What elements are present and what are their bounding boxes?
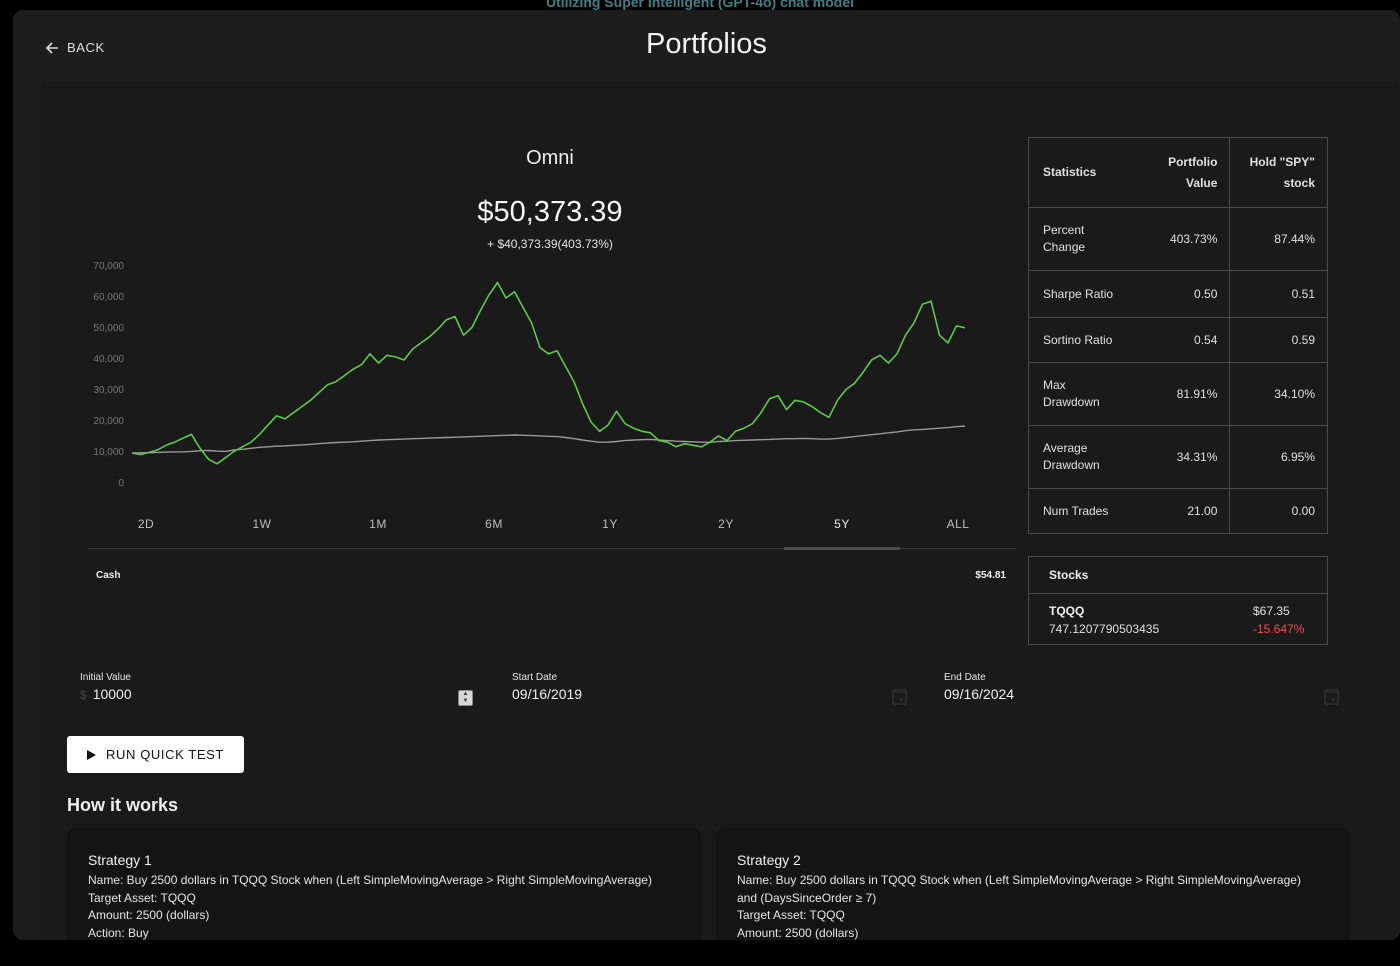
y-tick-label: 10,000 xyxy=(93,447,124,458)
stocks-box: Stocks TQQQ 747.1207790503435 $67.35 -15… xyxy=(1028,556,1328,645)
portfolio-stat-value: 0.50 xyxy=(1130,270,1230,318)
number-stepper-icon[interactable]: ▲ ▼ xyxy=(458,690,473,706)
stocks-header: Stocks xyxy=(1029,557,1327,594)
portfolio-stat-value: 403.73% xyxy=(1130,207,1230,271)
cash-value: $54.81 xyxy=(975,570,1006,581)
end-date-label: End Date xyxy=(944,672,986,683)
statistic-label: Sharpe Ratio xyxy=(1028,270,1131,318)
currency-symbol: $ xyxy=(80,688,87,702)
spy-stat-value: 0.51 xyxy=(1229,270,1328,318)
range-tabs: 2D 1W 1M 6M 1Y 2Y 5Y ALL xyxy=(88,507,1016,550)
spy-stat-value: 34.10% xyxy=(1229,362,1328,426)
strategy-line: Target Asset: TQQQ xyxy=(88,890,196,905)
initial-value-text: 10000 xyxy=(92,686,132,702)
spy-benchmark-line xyxy=(131,425,966,454)
strategy-line: Amount: 2500 (dollars) xyxy=(737,925,859,940)
spy-stat-value: 0.00 xyxy=(1229,488,1328,534)
spy-stat-value: 0.59 xyxy=(1229,317,1328,363)
start-date-input[interactable]: 09/16/2019 xyxy=(512,686,583,702)
y-tick-label: 70,000 xyxy=(93,261,124,272)
stock-change: -15.647% xyxy=(1253,622,1305,636)
range-tab-2y[interactable]: 2Y xyxy=(718,517,734,531)
how-it-works-title: How it works xyxy=(67,795,179,815)
statistics-row: Percent Change 403.73% 87.44% xyxy=(1028,207,1328,271)
range-tab-all[interactable]: ALL xyxy=(946,517,970,531)
portfolio-name: Omni xyxy=(526,147,574,169)
strategy-line: Name: Buy 2500 dollars in TQQQ Stock whe… xyxy=(88,873,652,887)
run-button-label: RUN QUICK TEST xyxy=(106,747,224,762)
y-tick-label: 20,000 xyxy=(93,416,124,427)
strategy-line: Action: Buy xyxy=(88,925,149,940)
portfolio-panel: Omni $50,373.39 + $40,373.39(403.73%) 0 1… xyxy=(40,82,1400,940)
y-tick-label: 0 xyxy=(118,478,124,489)
portfolio-value-line xyxy=(131,281,966,465)
spy-stat-value: 87.44% xyxy=(1229,207,1328,271)
portfolio-stat-value: 0.54 xyxy=(1130,317,1230,363)
end-date-field: End Date 09/16/2024 xyxy=(944,672,1339,705)
portfolio-change: + $40,373.39(403.73%) xyxy=(487,237,613,251)
calendar-icon[interactable] xyxy=(892,689,907,705)
statistics-row: Sortino Ratio 0.54 0.59 xyxy=(1028,317,1328,363)
statistic-label: Percent Change xyxy=(1028,207,1131,271)
statistics-row: Sharpe Ratio 0.50 0.51 xyxy=(1028,270,1328,318)
run-quick-test-button[interactable]: RUN QUICK TEST xyxy=(67,736,244,773)
statistic-label: Average Drawdown xyxy=(1028,425,1131,489)
y-tick-label: 50,000 xyxy=(93,323,124,334)
range-tab-1y[interactable]: 1Y xyxy=(602,517,618,531)
initial-value-field: Initial Value $10000 ▲ ▼ xyxy=(80,672,473,706)
statistic-label: Num Trades xyxy=(1028,488,1131,534)
strategy-line: Name: Buy 2500 dollars in TQQQ Stock whe… xyxy=(737,873,1301,887)
statistics-row: Num Trades 21.00 0.00 xyxy=(1028,488,1328,534)
spy-stat-value: 6.95% xyxy=(1229,425,1328,489)
back-button[interactable]: BACK xyxy=(45,40,105,55)
start-date-label: Start Date xyxy=(512,672,558,683)
portfolio-value: $50,373.39 xyxy=(477,196,623,228)
statistics-table: Statistics Portfolio Value Hold "SPY" st… xyxy=(1028,137,1328,534)
cash-label: Cash xyxy=(96,570,121,581)
strategy-line: Amount: 2500 (dollars) xyxy=(88,908,210,922)
start-date-field: Start Date 09/16/2019 xyxy=(512,672,907,705)
stock-shares: 747.1207790503435 xyxy=(1049,622,1160,636)
range-tab-1w[interactable]: 1W xyxy=(252,517,272,531)
statistics-row: Average Drawdown 34.31% 6.95% xyxy=(1028,425,1328,489)
stock-price: $67.35 xyxy=(1253,604,1290,618)
statistics-header: Statistics xyxy=(1028,137,1131,208)
portfolio-stat-value: 81.91% xyxy=(1130,362,1230,426)
portfolio-chart xyxy=(131,281,966,465)
stock-row: TQQQ 747.1207790503435 $67.35 -15.647% xyxy=(1029,594,1327,644)
portfolio-stat-value: 34.31% xyxy=(1130,425,1230,489)
hold-spy-header: Hold "SPY" stock xyxy=(1229,137,1328,208)
y-tick-label: 40,000 xyxy=(93,354,124,365)
strategy-line: Target Asset: TQQQ xyxy=(737,908,845,922)
initial-value-label: Initial Value xyxy=(80,672,131,683)
page-title: Portfolios xyxy=(646,28,767,60)
play-icon xyxy=(87,749,97,760)
statistics-row: Max Drawdown 81.91% 34.10% xyxy=(1028,362,1328,426)
range-tab-6m[interactable]: 6M xyxy=(485,517,503,531)
strategy-title: Strategy 2 xyxy=(737,852,801,868)
back-label: BACK xyxy=(67,40,105,55)
arrow-left-icon xyxy=(45,41,58,54)
stock-symbol: TQQQ xyxy=(1049,604,1085,618)
top-banner: Utilizing Super Intelligent (GPT-4o) cha… xyxy=(545,0,854,10)
statistics-header-row: Statistics Portfolio Value Hold "SPY" st… xyxy=(1028,137,1328,208)
y-tick-label: 60,000 xyxy=(93,292,124,303)
calendar-icon[interactable] xyxy=(1324,689,1339,705)
initial-value-input[interactable]: $10000 xyxy=(80,686,132,702)
range-tab-1m[interactable]: 1M xyxy=(369,517,387,531)
portfolio-value-header: Portfolio Value xyxy=(1130,137,1230,208)
range-tab-2d[interactable]: 2D xyxy=(137,517,155,531)
statistic-label: Sortino Ratio xyxy=(1028,317,1131,363)
strategy-card: Strategy 2 Name: Buy 2500 dollars in TQQ… xyxy=(716,828,1350,940)
end-date-input[interactable]: 09/16/2024 xyxy=(944,686,1015,702)
y-tick-label: 30,000 xyxy=(93,385,124,396)
strategy-card: Strategy 1 Name: Buy 2500 dollars in TQQ… xyxy=(67,828,701,940)
portfolio-stat-value: 21.00 xyxy=(1130,488,1230,534)
range-tab-5y[interactable]: 5Y xyxy=(784,507,900,550)
statistic-label: Max Drawdown xyxy=(1028,362,1131,426)
strategy-title: Strategy 1 xyxy=(88,852,152,868)
app-window: BACK Portfolios Omni $50,373.39 + $40,37… xyxy=(13,10,1400,940)
strategy-line: and (DaysSinceOrder ≥ 7) xyxy=(737,890,877,905)
